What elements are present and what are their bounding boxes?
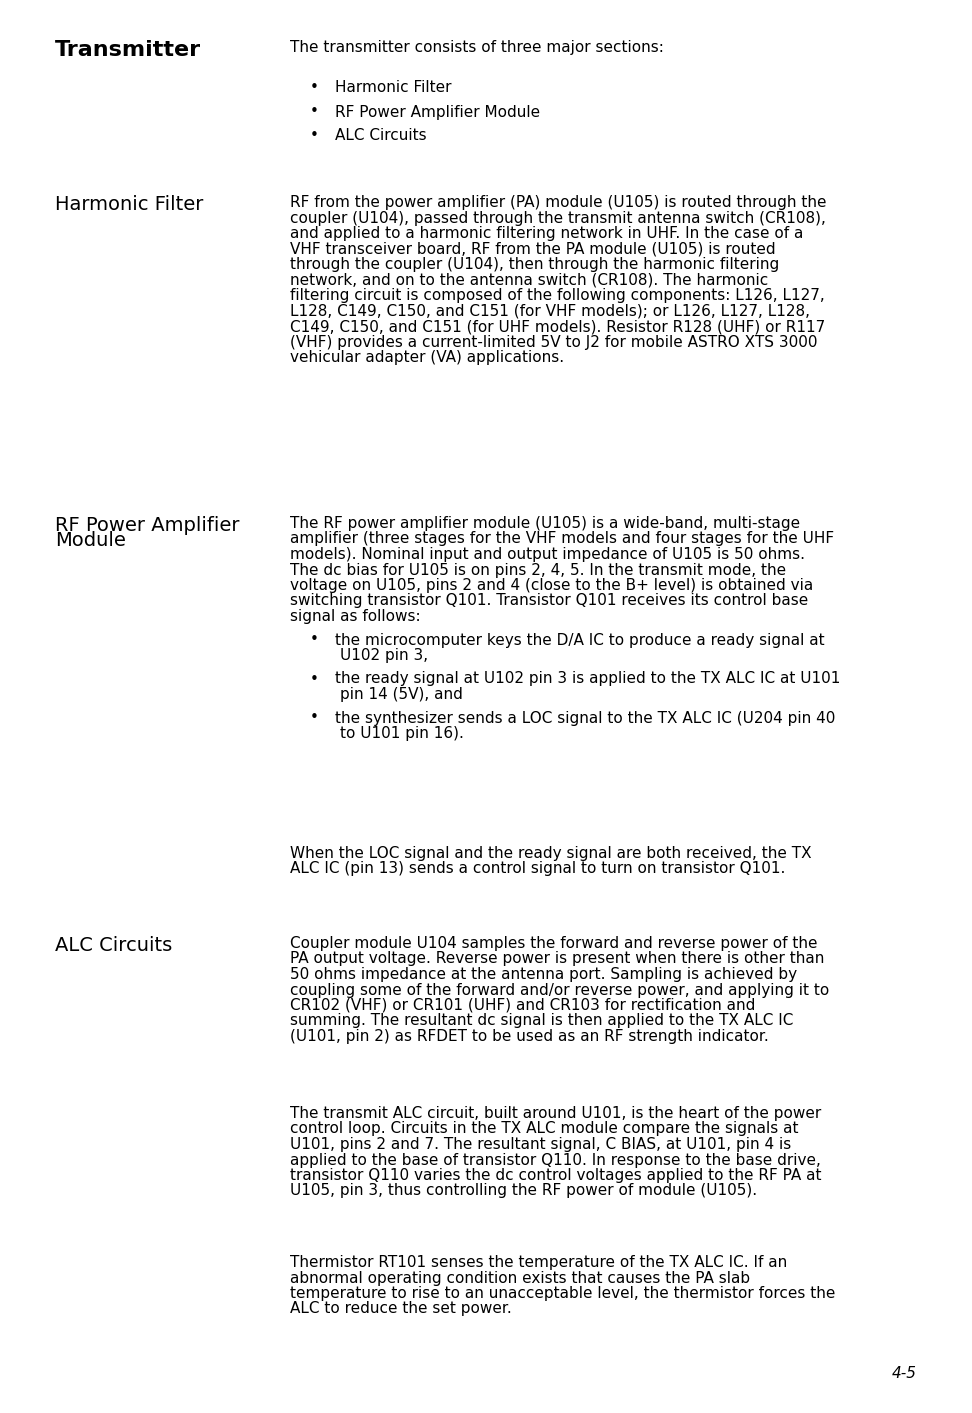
- Text: •: •: [310, 711, 319, 725]
- Text: The RF power amplifier module (U105) is a wide-band, multi-stage: The RF power amplifier module (U105) is …: [290, 516, 800, 531]
- Text: The transmit ALC circuit, built around U101, is the heart of the power: The transmit ALC circuit, built around U…: [290, 1106, 821, 1121]
- Text: pin 14 (5V), and: pin 14 (5V), and: [340, 687, 463, 702]
- Text: •: •: [310, 81, 319, 96]
- Text: U102 pin 3,: U102 pin 3,: [340, 649, 428, 663]
- Text: Module: Module: [55, 531, 126, 551]
- Text: •: •: [310, 671, 319, 687]
- Text: the synthesizer sends a LOC signal to the TX ALC IC (U204 pin 40: the synthesizer sends a LOC signal to th…: [335, 711, 835, 725]
- Text: models). Nominal input and output impedance of U105 is 50 ohms.: models). Nominal input and output impeda…: [290, 547, 805, 562]
- Text: The transmitter consists of three major sections:: The transmitter consists of three major …: [290, 40, 664, 55]
- Text: Coupler module U104 samples the forward and reverse power of the: Coupler module U104 samples the forward …: [290, 935, 817, 951]
- Text: ALC Circuits: ALC Circuits: [55, 935, 172, 955]
- Text: •: •: [310, 105, 319, 120]
- Text: temperature to rise to an unacceptable level, the thermistor forces the: temperature to rise to an unacceptable l…: [290, 1286, 835, 1301]
- Text: L128, C149, C150, and C151 (for VHF models); or L126, L127, L128,: L128, C149, C150, and C151 (for VHF mode…: [290, 304, 810, 318]
- Text: ALC Circuits: ALC Circuits: [335, 129, 427, 144]
- Text: •: •: [310, 633, 319, 647]
- Text: signal as follows:: signal as follows:: [290, 609, 421, 625]
- Text: Thermistor RT101 senses the temperature of the TX ALC IC. If an: Thermistor RT101 senses the temperature …: [290, 1255, 787, 1270]
- Text: VHF transceiver board, RF from the PA module (U105) is routed: VHF transceiver board, RF from the PA mo…: [290, 242, 776, 257]
- Text: transistor Q110 varies the dc control voltages applied to the RF PA at: transistor Q110 varies the dc control vo…: [290, 1169, 821, 1183]
- Text: amplifier (three stages for the VHF models and four stages for the UHF: amplifier (three stages for the VHF mode…: [290, 531, 834, 547]
- Text: RF from the power amplifier (PA) module (U105) is routed through the: RF from the power amplifier (PA) module …: [290, 195, 826, 211]
- Text: When the LOC signal and the ready signal are both received, the TX: When the LOC signal and the ready signal…: [290, 846, 812, 861]
- Text: RF Power Amplifier: RF Power Amplifier: [55, 516, 239, 536]
- Text: ALC IC (pin 13) sends a control signal to turn on transistor Q101.: ALC IC (pin 13) sends a control signal t…: [290, 862, 785, 876]
- Text: coupler (U104), passed through the transmit antenna switch (CR108),: coupler (U104), passed through the trans…: [290, 211, 826, 226]
- Text: 4-5: 4-5: [892, 1366, 917, 1381]
- Text: PA output voltage. Reverse power is present when there is other than: PA output voltage. Reverse power is pres…: [290, 951, 824, 966]
- Text: U101, pins 2 and 7. The resultant signal, C BIAS, at U101, pin 4 is: U101, pins 2 and 7. The resultant signal…: [290, 1137, 791, 1152]
- Text: to U101 pin 16).: to U101 pin 16).: [340, 726, 464, 740]
- Text: The dc bias for U105 is on pins 2, 4, 5. In the transmit mode, the: The dc bias for U105 is on pins 2, 4, 5.…: [290, 562, 786, 578]
- Text: •: •: [310, 129, 319, 144]
- Text: control loop. Circuits in the TX ALC module compare the signals at: control loop. Circuits in the TX ALC mod…: [290, 1122, 799, 1136]
- Text: Harmonic Filter: Harmonic Filter: [55, 195, 203, 213]
- Text: 50 ohms impedance at the antenna port. Sampling is achieved by: 50 ohms impedance at the antenna port. S…: [290, 966, 797, 982]
- Text: ALC to reduce the set power.: ALC to reduce the set power.: [290, 1301, 511, 1317]
- Text: (U101, pin 2) as RFDET to be used as an RF strength indicator.: (U101, pin 2) as RFDET to be used as an …: [290, 1029, 769, 1044]
- Text: Transmitter: Transmitter: [55, 40, 201, 59]
- Text: RF Power Amplifier Module: RF Power Amplifier Module: [335, 105, 540, 120]
- Text: coupling some of the forward and/or reverse power, and applying it to: coupling some of the forward and/or reve…: [290, 982, 829, 998]
- Text: Harmonic Filter: Harmonic Filter: [335, 81, 452, 96]
- Text: U105, pin 3, thus controlling the RF power of module (U105).: U105, pin 3, thus controlling the RF pow…: [290, 1184, 757, 1198]
- Text: the microcomputer keys the D/A IC to produce a ready signal at: the microcomputer keys the D/A IC to pro…: [335, 633, 824, 647]
- Text: abnormal operating condition exists that causes the PA slab: abnormal operating condition exists that…: [290, 1270, 750, 1286]
- Text: network, and on to the antenna switch (CR108). The harmonic: network, and on to the antenna switch (C…: [290, 273, 768, 287]
- Text: voltage on U105, pins 2 and 4 (close to the B+ level) is obtained via: voltage on U105, pins 2 and 4 (close to …: [290, 578, 814, 593]
- Text: CR102 (VHF) or CR101 (UHF) and CR103 for rectification and: CR102 (VHF) or CR101 (UHF) and CR103 for…: [290, 998, 755, 1013]
- Text: applied to the base of transistor Q110. In response to the base drive,: applied to the base of transistor Q110. …: [290, 1153, 821, 1167]
- Text: through the coupler (U104), then through the harmonic filtering: through the coupler (U104), then through…: [290, 257, 780, 271]
- Text: switching transistor Q101. Transistor Q101 receives its control base: switching transistor Q101. Transistor Q1…: [290, 593, 809, 609]
- Text: C149, C150, and C151 (for UHF models). Resistor R128 (UHF) or R117: C149, C150, and C151 (for UHF models). R…: [290, 319, 825, 333]
- Text: (VHF) provides a current-limited 5V to J2 for mobile ASTRO XTS 3000: (VHF) provides a current-limited 5V to J…: [290, 335, 817, 349]
- Text: the ready signal at U102 pin 3 is applied to the TX ALC IC at U101: the ready signal at U102 pin 3 is applie…: [335, 671, 841, 687]
- Text: summing. The resultant dc signal is then applied to the TX ALC IC: summing. The resultant dc signal is then…: [290, 1013, 793, 1029]
- Text: filtering circuit is composed of the following components: L126, L127,: filtering circuit is composed of the fol…: [290, 288, 825, 302]
- Text: and applied to a harmonic filtering network in UHF. In the case of a: and applied to a harmonic filtering netw…: [290, 226, 804, 242]
- Text: vehicular adapter (VA) applications.: vehicular adapter (VA) applications.: [290, 350, 564, 365]
